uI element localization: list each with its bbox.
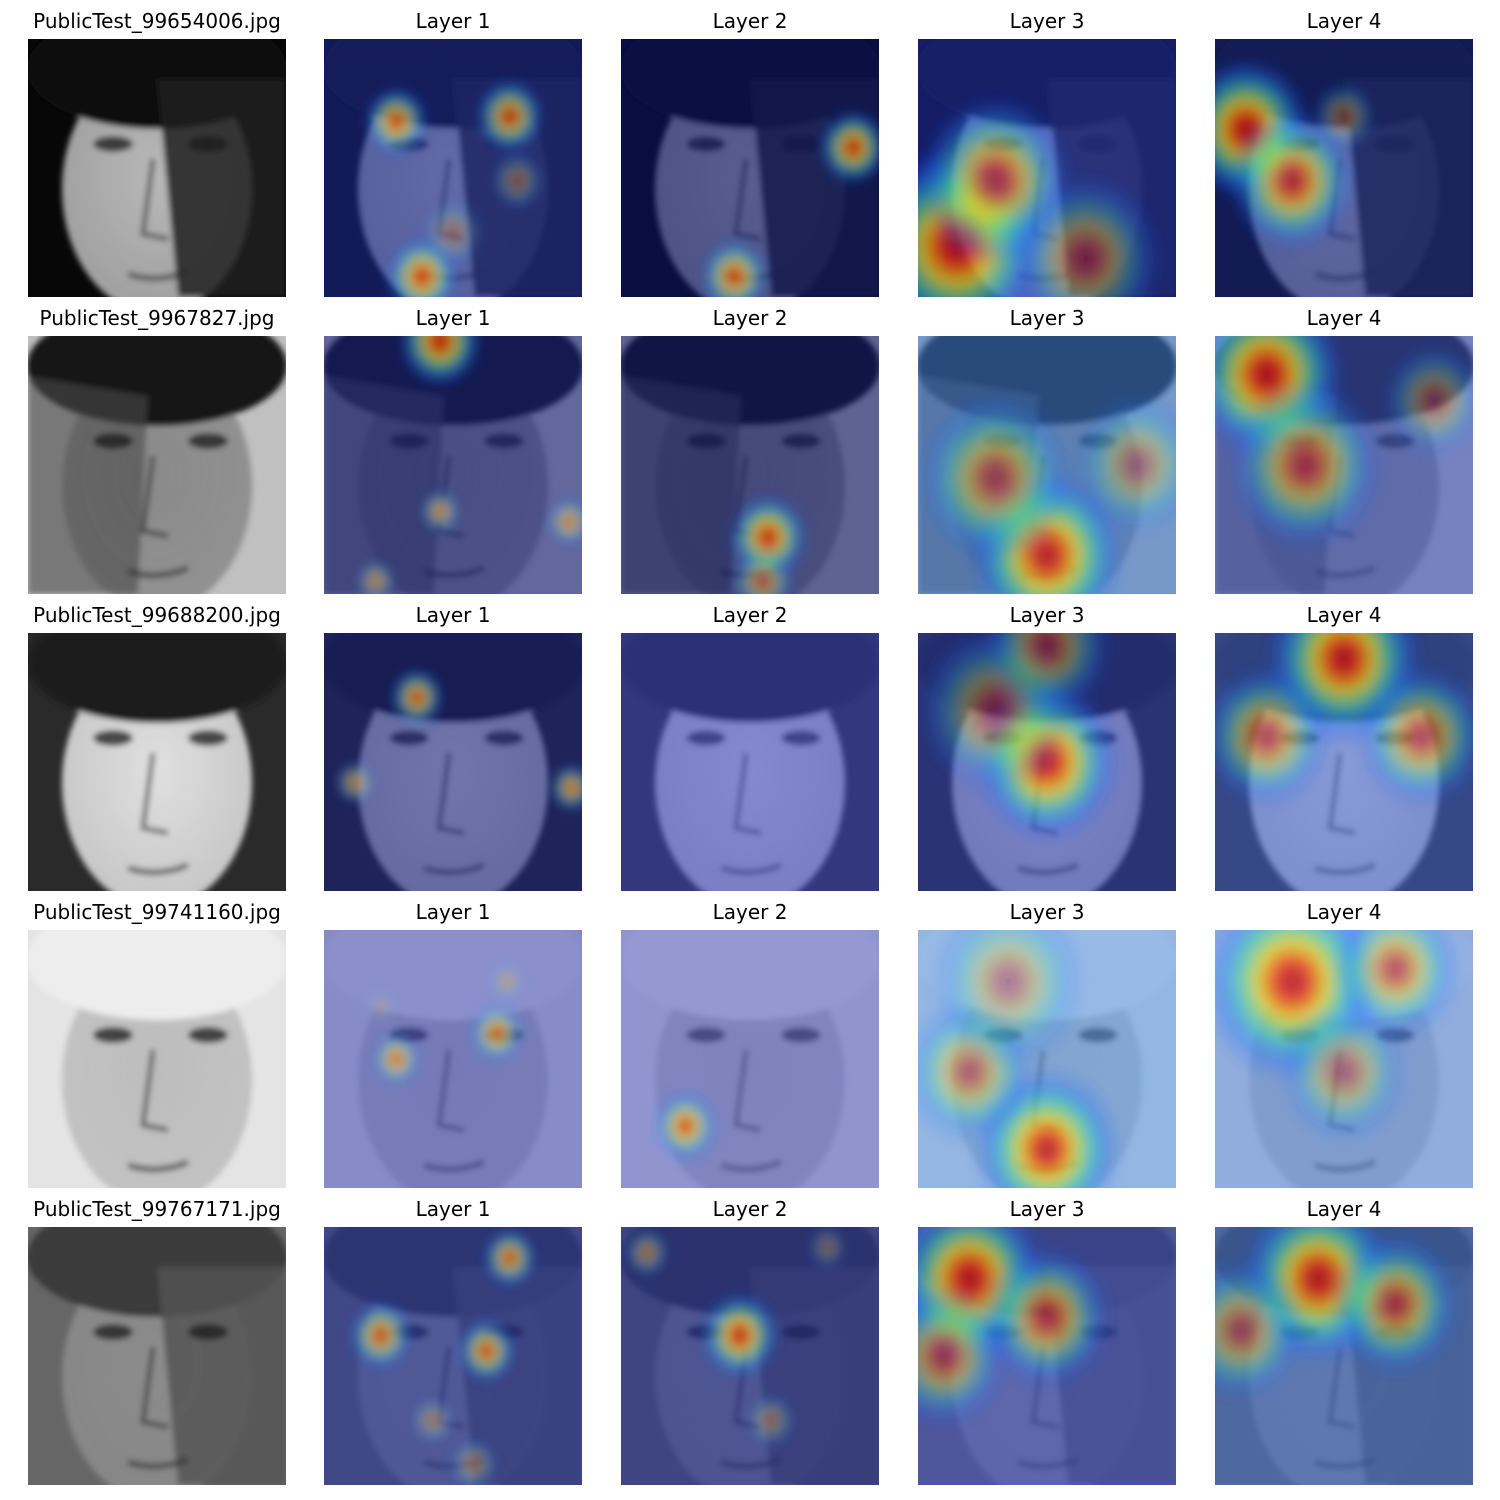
gradcam-heatmap-overlay — [918, 336, 1176, 594]
gradcam-heatmap-overlay — [918, 39, 1176, 297]
layer-title: Layer 3 — [1009, 1197, 1085, 1221]
layer-title: Layer 1 — [415, 306, 491, 330]
image-filename-title: PublicTest_9967827.jpg — [39, 306, 275, 330]
gradcam-heatmap-overlay — [621, 930, 879, 1188]
original-face-image — [28, 930, 286, 1188]
layer-title: Layer 2 — [712, 900, 788, 924]
gradcam-heatmap-overlay — [324, 1227, 582, 1485]
original-face-image — [28, 39, 286, 297]
gradcam-heatmap-overlay — [918, 930, 1176, 1188]
layer-title: Layer 3 — [1009, 603, 1085, 627]
image-filename-title: PublicTest_99654006.jpg — [33, 9, 281, 33]
gradcam-heatmap-overlay — [324, 39, 582, 297]
layer-title: Layer 4 — [1306, 9, 1382, 33]
layer-title: Layer 3 — [1009, 900, 1085, 924]
original-face-image — [28, 336, 286, 594]
layer-title: Layer 1 — [415, 900, 491, 924]
image-filename-title: PublicTest_99741160.jpg — [33, 900, 281, 924]
gradcam-heatmap-overlay — [324, 633, 582, 891]
layer-title: Layer 3 — [1009, 9, 1085, 33]
gradcam-heatmap-overlay — [918, 633, 1176, 891]
layer-title: Layer 1 — [415, 9, 491, 33]
layer-title: Layer 4 — [1306, 1197, 1382, 1221]
layer-title: Layer 1 — [415, 1197, 491, 1221]
gradcam-heatmap-overlay — [621, 1227, 879, 1485]
gradcam-heatmap-overlay — [324, 930, 582, 1188]
gradcam-heatmap-overlay — [324, 336, 582, 594]
layer-title: Layer 2 — [712, 603, 788, 627]
gradcam-heatmap-overlay — [1215, 336, 1473, 594]
layer-title: Layer 4 — [1306, 603, 1382, 627]
original-face-image — [28, 1227, 286, 1485]
gradcam-heatmap-overlay — [621, 39, 879, 297]
gradcam-heatmap-overlay — [621, 633, 879, 891]
layer-title: Layer 2 — [712, 9, 788, 33]
layer-title: Layer 2 — [712, 306, 788, 330]
gradcam-heatmap-overlay — [1215, 633, 1473, 891]
gradcam-heatmap-overlay — [1215, 930, 1473, 1188]
layer-title: Layer 3 — [1009, 306, 1085, 330]
layer-title: Layer 4 — [1306, 306, 1382, 330]
image-filename-title: PublicTest_99767171.jpg — [33, 1197, 281, 1221]
layer-title: Layer 2 — [712, 1197, 788, 1221]
gradcam-heatmap-overlay — [1215, 1227, 1473, 1485]
gradcam-heatmap-overlay — [918, 1227, 1176, 1485]
image-filename-title: PublicTest_99688200.jpg — [33, 603, 281, 627]
gradcam-heatmap-overlay — [1215, 39, 1473, 297]
gradcam-heatmap-overlay — [621, 336, 879, 594]
layer-title: Layer 4 — [1306, 900, 1382, 924]
original-face-image — [28, 633, 286, 891]
layer-title: Layer 1 — [415, 603, 491, 627]
